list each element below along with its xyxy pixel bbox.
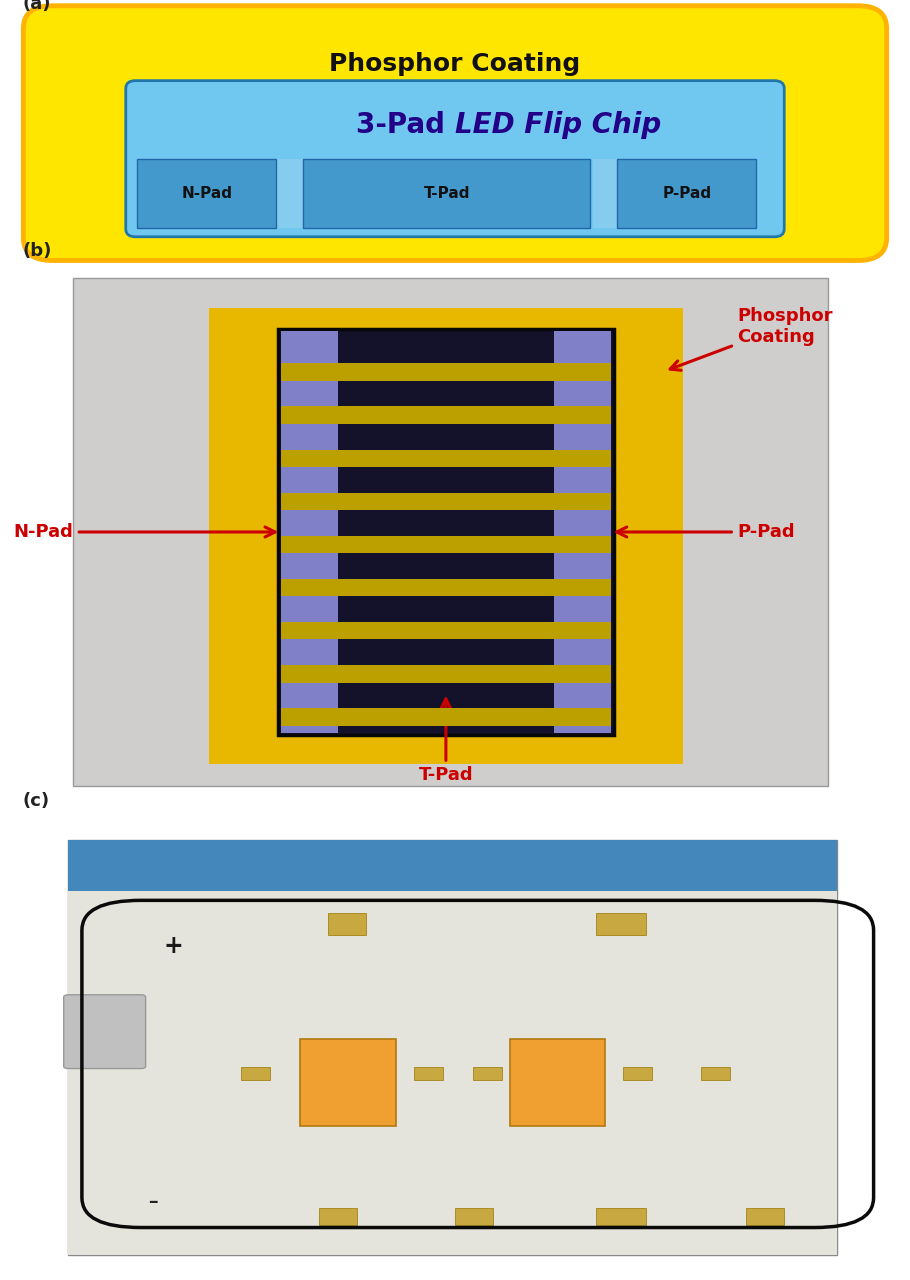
FancyBboxPatch shape	[68, 891, 837, 1256]
FancyBboxPatch shape	[510, 1038, 605, 1126]
FancyBboxPatch shape	[278, 329, 614, 735]
FancyBboxPatch shape	[281, 332, 338, 733]
FancyBboxPatch shape	[126, 81, 784, 237]
FancyBboxPatch shape	[304, 159, 591, 228]
FancyBboxPatch shape	[68, 841, 837, 891]
FancyBboxPatch shape	[73, 278, 828, 786]
Text: N-Pad: N-Pad	[14, 524, 275, 541]
FancyBboxPatch shape	[455, 1208, 493, 1225]
FancyBboxPatch shape	[473, 1068, 502, 1080]
Text: LED Flip Chip: LED Flip Chip	[455, 111, 662, 138]
Text: N-Pad: N-Pad	[181, 186, 232, 201]
FancyBboxPatch shape	[281, 364, 611, 381]
FancyBboxPatch shape	[300, 1038, 396, 1126]
FancyBboxPatch shape	[281, 708, 611, 726]
FancyBboxPatch shape	[281, 579, 611, 596]
FancyBboxPatch shape	[596, 1208, 646, 1225]
FancyBboxPatch shape	[281, 666, 611, 682]
Text: T-Pad: T-Pad	[423, 186, 470, 201]
FancyBboxPatch shape	[24, 5, 886, 260]
FancyBboxPatch shape	[623, 1068, 652, 1080]
FancyBboxPatch shape	[701, 1068, 730, 1080]
Text: +: +	[163, 934, 183, 959]
Text: (c): (c)	[23, 792, 50, 810]
FancyBboxPatch shape	[281, 622, 611, 640]
FancyBboxPatch shape	[318, 1208, 357, 1225]
FancyBboxPatch shape	[414, 1068, 443, 1080]
Text: Phosphor
Coating: Phosphor Coating	[670, 307, 833, 370]
Text: P-Pad: P-Pad	[617, 524, 794, 541]
Text: T-Pad: T-Pad	[419, 699, 473, 785]
Text: (a): (a)	[23, 0, 51, 13]
Text: ━: ━	[149, 1196, 157, 1208]
Text: Phosphor Coating: Phosphor Coating	[329, 52, 581, 76]
FancyBboxPatch shape	[617, 159, 756, 228]
FancyBboxPatch shape	[277, 159, 304, 228]
FancyBboxPatch shape	[64, 995, 146, 1069]
FancyBboxPatch shape	[328, 913, 366, 934]
FancyBboxPatch shape	[281, 407, 611, 424]
FancyBboxPatch shape	[554, 332, 611, 733]
FancyBboxPatch shape	[592, 159, 620, 228]
FancyBboxPatch shape	[281, 493, 611, 511]
FancyBboxPatch shape	[68, 841, 837, 1256]
FancyBboxPatch shape	[209, 307, 682, 764]
FancyBboxPatch shape	[137, 159, 277, 228]
Text: (b): (b)	[23, 242, 52, 260]
FancyBboxPatch shape	[596, 913, 646, 934]
FancyBboxPatch shape	[281, 536, 611, 553]
FancyBboxPatch shape	[746, 1208, 784, 1225]
Text: P-Pad: P-Pad	[662, 186, 712, 201]
FancyBboxPatch shape	[241, 1068, 270, 1080]
Text: 3-Pad: 3-Pad	[357, 111, 455, 138]
FancyBboxPatch shape	[281, 449, 611, 467]
